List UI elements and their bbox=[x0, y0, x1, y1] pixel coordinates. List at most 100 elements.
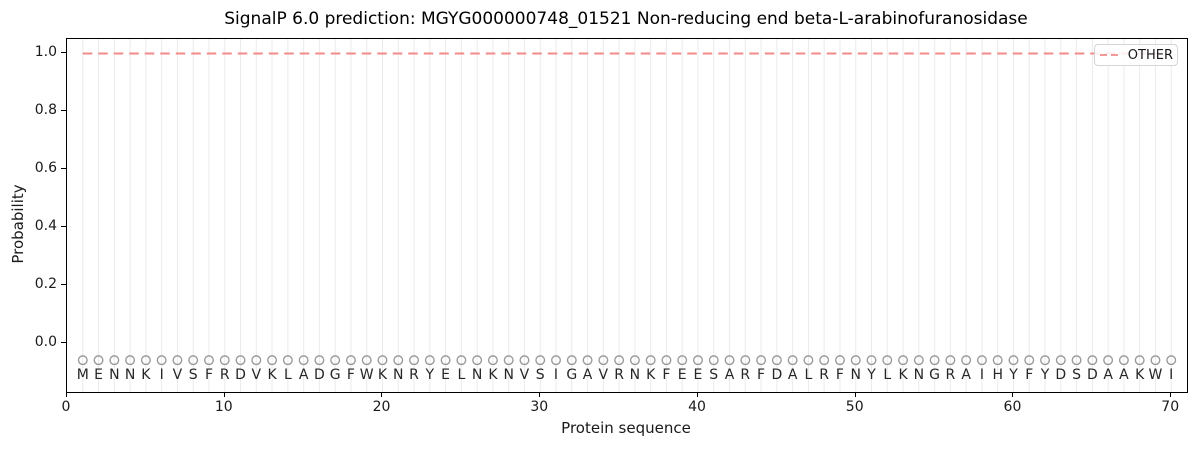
sequence-letter: A bbox=[582, 367, 593, 384]
residue-marker-circle bbox=[787, 355, 798, 366]
residue-marker-circle bbox=[535, 355, 546, 366]
residue-marker-circle bbox=[882, 355, 893, 366]
residue-marker-circle bbox=[77, 355, 88, 366]
residue-marker-circle bbox=[771, 355, 782, 366]
sequence-letter: E bbox=[693, 367, 703, 384]
residue-marker-circle bbox=[251, 355, 262, 366]
residue-marker-circle bbox=[361, 355, 372, 366]
residue-marker-circle bbox=[172, 355, 183, 366]
residue-marker-circle bbox=[803, 355, 814, 366]
residue-marker-circle bbox=[298, 355, 309, 366]
x-tick-mark bbox=[1170, 392, 1172, 397]
residue-marker-circle bbox=[93, 355, 104, 366]
residue-marker-circle bbox=[724, 355, 735, 366]
residue-marker-circle bbox=[314, 355, 325, 366]
legend-entry-label: OTHER bbox=[1127, 47, 1173, 63]
sequence-letter: I bbox=[159, 367, 164, 384]
residue-marker-circle bbox=[267, 355, 278, 366]
residue-marker-circle bbox=[1040, 355, 1051, 366]
sequence-letter: A bbox=[1103, 367, 1113, 384]
x-tick-label: 70 bbox=[1161, 399, 1180, 415]
y-tick-mark bbox=[61, 341, 66, 343]
residue-marker-circle bbox=[661, 355, 672, 366]
residue-marker-circle bbox=[850, 355, 861, 366]
residue-marker-circle bbox=[614, 355, 625, 366]
sequence-letter: N bbox=[629, 367, 641, 384]
residue-markers bbox=[77, 355, 1177, 366]
residue-marker-circle bbox=[1008, 355, 1019, 366]
residue-marker-circle bbox=[188, 355, 199, 366]
sequence-letter: I bbox=[1169, 367, 1174, 384]
sequence-letter: D bbox=[1055, 367, 1067, 384]
y-tick-label: 0.4 bbox=[34, 218, 57, 235]
legend: OTHER bbox=[1094, 44, 1178, 66]
residue-marker-circle bbox=[345, 355, 356, 366]
residue-marker-circle bbox=[992, 355, 1003, 366]
sequence-letter: Y bbox=[1009, 367, 1018, 384]
residue-marker-circle bbox=[566, 355, 577, 366]
sequence-letter: V bbox=[251, 367, 262, 384]
residue-marker-circle bbox=[156, 355, 167, 366]
residue-marker-circle bbox=[756, 355, 767, 366]
residue-marker-circle bbox=[203, 355, 214, 366]
residue-marker-circle bbox=[740, 355, 751, 366]
sequence-letter: R bbox=[740, 367, 751, 384]
sequence-letter: K bbox=[1135, 367, 1145, 384]
sequence-letter: R bbox=[219, 367, 230, 384]
y-tick-label: 0.0 bbox=[34, 333, 57, 350]
sequence-letter: L bbox=[804, 367, 813, 384]
residue-marker-circle bbox=[487, 355, 498, 366]
sequence-letter: F bbox=[835, 367, 844, 384]
sequence-letter: N bbox=[850, 367, 861, 384]
residue-marker-circle bbox=[472, 355, 483, 366]
residue-marker-circle bbox=[898, 355, 909, 366]
sequence-letter: A bbox=[1119, 367, 1129, 384]
sequence-letter: E bbox=[677, 367, 687, 384]
sequence-letter: F bbox=[1025, 367, 1034, 384]
sequence-letter: D bbox=[1086, 367, 1098, 384]
x-tick-label: 0 bbox=[61, 399, 71, 415]
sequence-letter: R bbox=[819, 367, 830, 384]
sequence-letter: E bbox=[94, 367, 103, 384]
residue-marker-circle bbox=[377, 355, 388, 366]
y-tick-label: 0.2 bbox=[34, 275, 57, 292]
sequence-letter: N bbox=[471, 367, 483, 384]
residue-marker-circle bbox=[1166, 355, 1177, 366]
residue-marker-circle bbox=[1134, 355, 1145, 366]
sequence-letter: F bbox=[757, 367, 766, 384]
y-tick-mark bbox=[61, 168, 66, 170]
residue-marker-circle bbox=[1118, 355, 1129, 366]
sequence-letter: H bbox=[992, 367, 1003, 384]
sequence-letter: A bbox=[298, 367, 309, 384]
residue-marker-circle bbox=[1071, 355, 1082, 366]
sequence-letter: K bbox=[377, 367, 388, 384]
residue-marker-circle bbox=[140, 355, 151, 366]
residue-marker-circle bbox=[961, 355, 972, 366]
sequence-letter: N bbox=[109, 367, 120, 384]
x-tick-mark bbox=[66, 392, 67, 397]
sequence-letter: N bbox=[124, 367, 136, 384]
sequence-letter: F bbox=[662, 367, 671, 384]
sequence-letter: G bbox=[329, 367, 341, 384]
residue-marker-circle bbox=[1055, 355, 1066, 366]
sequence-letter: R bbox=[945, 367, 956, 384]
residue-marker-circle bbox=[456, 355, 467, 366]
residue-marker-circle bbox=[677, 355, 688, 366]
residue-marker-circle bbox=[1024, 355, 1035, 366]
sequence-letter: K bbox=[646, 367, 656, 384]
x-tick-mark bbox=[223, 392, 225, 397]
sequence-letter: S bbox=[1072, 367, 1082, 384]
y-tick-label: 0.8 bbox=[34, 102, 57, 119]
x-tick-mark bbox=[696, 392, 698, 397]
residue-marker-circle bbox=[976, 355, 987, 366]
sequence-letter: V bbox=[519, 367, 530, 384]
y-tick-mark bbox=[61, 52, 66, 54]
chart-title: SignalP 6.0 prediction: MGYG000000748_01… bbox=[224, 9, 1028, 29]
x-tick-mark bbox=[854, 392, 856, 397]
sequence-letter: D bbox=[314, 367, 325, 384]
sequence-letter: N bbox=[503, 367, 514, 384]
sequence-letter: L bbox=[283, 367, 292, 384]
sequence-letter: I bbox=[979, 367, 984, 384]
x-axis-label: Protein sequence bbox=[561, 419, 691, 437]
